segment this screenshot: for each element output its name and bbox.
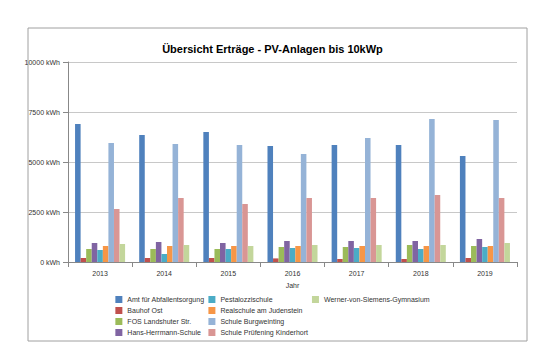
svg-text:2014: 2014	[156, 270, 172, 277]
svg-text:Jahr: Jahr	[286, 282, 300, 289]
svg-text:Werner-von-Siemens-Gymnasium: Werner-von-Siemens-Gymnasium	[324, 296, 430, 304]
svg-text:7500 kWh: 7500 kWh	[28, 109, 60, 116]
svg-text:FOS Landshuter Str.: FOS Landshuter Str.	[127, 318, 191, 325]
svg-text:2013: 2013	[92, 270, 108, 277]
svg-text:2015: 2015	[221, 270, 237, 277]
svg-text:10000 kWh: 10000 kWh	[25, 59, 61, 66]
svg-text:Realschule am Judenstein: Realschule am Judenstein	[220, 307, 302, 314]
svg-text:Übersicht Erträge - PV-Anlagen: Übersicht Erträge - PV-Anlagen bis 10kWp	[162, 43, 383, 55]
svg-text:5000 kWh: 5000 kWh	[28, 159, 60, 166]
svg-text:2500 kWh: 2500 kWh	[28, 209, 60, 216]
svg-text:Schule Prüfening Kinderhort: Schule Prüfening Kinderhort	[220, 329, 308, 337]
svg-text:2018: 2018	[413, 270, 429, 277]
svg-text:Pestalozzischule: Pestalozzischule	[220, 296, 272, 303]
svg-text:2017: 2017	[349, 270, 365, 277]
svg-text:2019: 2019	[477, 270, 493, 277]
svg-text:2016: 2016	[285, 270, 301, 277]
svg-text:Amt für Abfallentsorgung: Amt für Abfallentsorgung	[127, 296, 204, 304]
svg-text:Bauhof Ost: Bauhof Ost	[127, 307, 162, 314]
svg-text:Hans-Herrmann-Schule: Hans-Herrmann-Schule	[127, 329, 201, 336]
svg-text:0 kWh: 0 kWh	[40, 259, 60, 266]
svg-text:Schule Burgweinting: Schule Burgweinting	[220, 318, 284, 326]
